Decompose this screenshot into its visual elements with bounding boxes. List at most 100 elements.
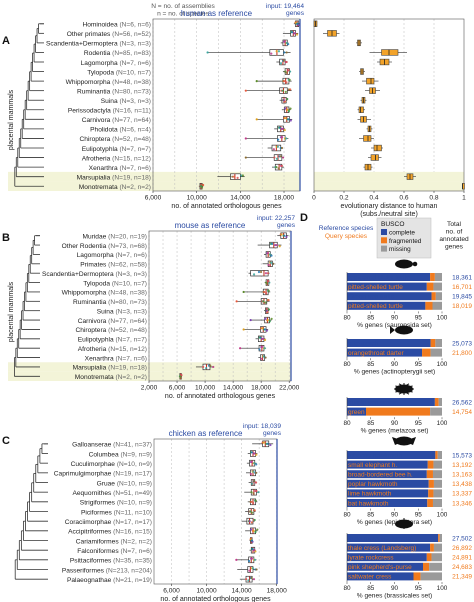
clade-count: (N=15, n=12) — [108, 346, 147, 353]
clade-name: Whippomorpha — [62, 290, 109, 297]
bar-complete — [347, 301, 426, 310]
data-point — [265, 309, 268, 312]
data-point — [289, 88, 292, 91]
clade-label: Carnivora (N=77, n=64) — [82, 117, 151, 124]
clade-label: Accipitriformes (N=16, n=15) — [68, 529, 152, 536]
data-point — [241, 174, 244, 177]
total-genes-value: 26,562 — [452, 399, 472, 406]
bar-axis-label: % genes (metazoa set) — [361, 428, 429, 435]
clade-count: (N=51, n=49) — [113, 490, 152, 497]
data-point — [253, 452, 256, 455]
bar-fragmented — [428, 489, 434, 498]
clade-label: Suina (N=3, n=3) — [97, 308, 147, 315]
data-point — [266, 272, 270, 275]
distance-tick-label: 0.4 — [369, 195, 378, 202]
clade-label: Tylopoda (N=10, n=7) — [83, 280, 147, 287]
bar-tick-label: 100 — [437, 361, 448, 368]
bar-tick-label: 85 — [367, 585, 375, 592]
species-name: poplar hawkmoth — [348, 481, 398, 488]
clade-count: (N=77, n=64) — [112, 117, 151, 124]
clade-label: Gruae (N=10, n=9) — [97, 480, 152, 487]
bar-missing — [431, 553, 442, 562]
clade-count: (N=19, n=18) — [112, 174, 151, 181]
species-name: broad-bordered bee h. — [348, 472, 413, 479]
data-point — [251, 567, 255, 570]
data-point — [275, 166, 278, 169]
bar-missing — [430, 348, 442, 357]
data-point — [205, 367, 208, 370]
data-point — [285, 81, 288, 84]
clade-count: (N=19, n=18) — [108, 365, 147, 372]
data-point — [250, 460, 253, 464]
bar-complete — [347, 562, 423, 571]
tick-label: 10,000 — [195, 385, 216, 392]
moth-icon — [392, 436, 416, 446]
data-point — [267, 280, 270, 283]
data-point — [266, 318, 270, 322]
clade-name: Muridae — [82, 233, 108, 240]
total-genes-value: 25,073 — [452, 340, 472, 347]
outlier-point — [242, 290, 245, 294]
clade-count: (N=11, n=10) — [114, 509, 152, 516]
busco-legend-title: BUSCO — [381, 221, 404, 228]
clade-name: Other Rodentia — [62, 243, 109, 250]
species-name: Green sea turtle — [348, 294, 395, 301]
clade-count: (N=7, n=6) — [120, 548, 152, 555]
bar-missing — [435, 292, 442, 301]
data-point — [255, 453, 258, 456]
data-point — [273, 156, 276, 159]
bar-complete — [347, 499, 428, 507]
bar-axis-label: % genes (actinopterygii set) — [354, 369, 435, 376]
data-point — [269, 261, 273, 264]
clade-name: Strigiformes — [80, 500, 117, 507]
bar-tick-label: 90 — [391, 512, 399, 519]
x-axis-label: no. of annotated orthologous genes — [165, 393, 276, 400]
data-point — [254, 499, 257, 502]
data-point — [289, 107, 292, 110]
data-point — [284, 90, 287, 93]
data-point — [254, 481, 258, 484]
clade-count: (N=41, n=37) — [113, 442, 152, 449]
busco-legend-swatch — [381, 237, 387, 244]
clade-name: Accipitriformes — [68, 529, 113, 536]
clade-count: (N=85, n=83) — [112, 50, 151, 57]
clade-label: Psittaciformes (N=35, n=35) — [70, 558, 152, 565]
data-point — [285, 235, 288, 238]
data-point — [268, 253, 272, 256]
clade-count: (N=3, n=3) — [119, 41, 151, 48]
data-point — [272, 148, 275, 151]
clade-name: Xenarthra — [85, 355, 116, 362]
data-point — [179, 375, 182, 378]
bar-tick-label: 80 — [343, 361, 351, 368]
placental-label: placental mammals — [8, 281, 15, 342]
tick-label: 18,000 — [251, 385, 272, 392]
clade-count: (N=62, n=58) — [108, 262, 147, 269]
bar-complete — [347, 398, 435, 406]
clade-name: Marsupialia — [73, 365, 109, 372]
data-point — [275, 157, 279, 160]
data-point — [267, 308, 270, 311]
clade-name: Monotremata — [79, 184, 120, 191]
bar-missing — [430, 407, 442, 416]
tick-label: 18,000 — [267, 588, 288, 595]
fish-icon-body — [395, 325, 413, 335]
clade-label: Other Rodentia (N=73, n=68) — [62, 243, 147, 250]
clade-name: Scandentia+Dermoptera — [42, 271, 116, 278]
distance-box — [370, 154, 379, 161]
phylogeny-tree — [14, 23, 44, 187]
distance-box — [373, 144, 382, 152]
clade-name: Scandentia+Dermoptera — [46, 41, 120, 48]
data-point — [250, 491, 253, 494]
species-name: thale cress (Columbia) — [348, 535, 413, 542]
data-point — [285, 51, 288, 54]
clade-label: Piciformes (N=11, n=10) — [81, 509, 152, 516]
panel-letter: C — [2, 435, 10, 447]
panel-letter: D — [300, 212, 308, 224]
data-point — [259, 270, 263, 274]
data-point — [277, 167, 280, 170]
panel-letter: A — [2, 35, 10, 47]
bar-axis-label: % genes (lepidoptera set) — [357, 519, 432, 526]
bar-fragmented — [425, 301, 433, 310]
species-name: orangethroat darter — [348, 350, 404, 357]
